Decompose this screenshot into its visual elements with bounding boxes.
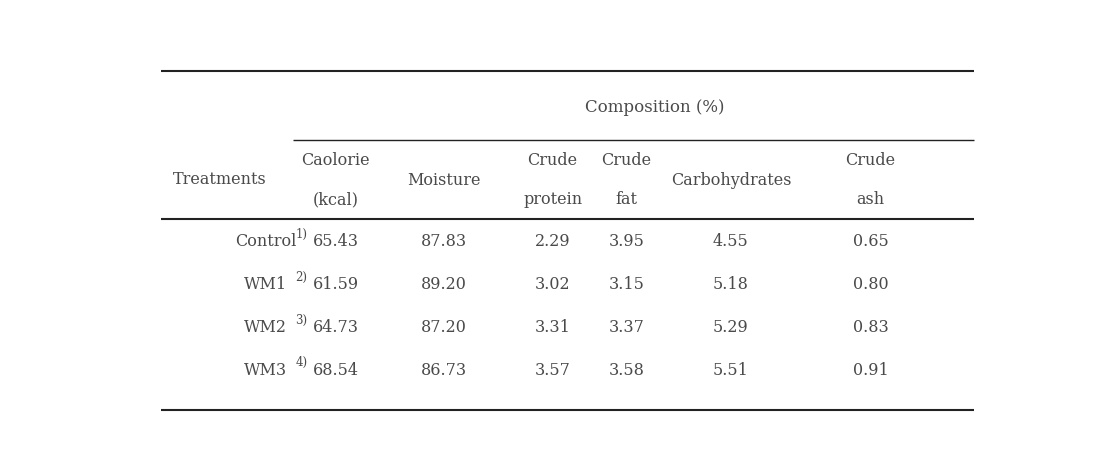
Text: 0.83: 0.83 [852,319,889,336]
Text: 5.29: 5.29 [713,319,749,336]
Text: 3): 3) [296,314,307,326]
Text: 61.59: 61.59 [312,276,359,293]
Text: 0.91: 0.91 [852,362,889,379]
Text: Control: Control [235,233,297,250]
Text: 68.54: 68.54 [312,362,359,379]
Text: 1): 1) [296,228,307,241]
Text: WM1: WM1 [244,276,287,293]
Text: 3.58: 3.58 [608,362,645,379]
Text: 86.73: 86.73 [421,362,467,379]
Text: 5.51: 5.51 [713,362,749,379]
Text: WM3: WM3 [244,362,287,379]
Text: 3.37: 3.37 [608,319,645,336]
Text: 3.95: 3.95 [608,233,645,250]
Text: 4.55: 4.55 [713,233,749,250]
Text: fat: fat [615,191,637,208]
Text: Crude: Crude [846,152,895,170]
Text: WM2: WM2 [244,319,287,336]
Text: 2): 2) [296,271,307,284]
Text: 87.20: 87.20 [422,319,467,336]
Text: 3.15: 3.15 [608,276,645,293]
Text: 4): 4) [296,356,307,370]
Text: 0.65: 0.65 [852,233,889,250]
Text: 2.29: 2.29 [534,233,571,250]
Text: 64.73: 64.73 [312,319,359,336]
Text: 89.20: 89.20 [422,276,467,293]
Text: 5.18: 5.18 [713,276,749,293]
Text: Treatments: Treatments [173,171,267,188]
Text: 0.80: 0.80 [852,276,889,293]
Text: 87.83: 87.83 [421,233,467,250]
Text: 65.43: 65.43 [312,233,359,250]
Text: Crude: Crude [528,152,577,170]
Text: Crude: Crude [602,152,651,170]
Text: 3.02: 3.02 [534,276,571,293]
Text: Carbohydrates: Carbohydrates [670,171,792,189]
Text: Caolorie: Caolorie [301,152,370,170]
Text: (kcal): (kcal) [312,191,359,208]
Text: 3.57: 3.57 [534,362,571,379]
Text: Composition (%): Composition (%) [585,98,724,115]
Text: ash: ash [857,191,884,208]
Text: 3.31: 3.31 [534,319,571,336]
Text: protein: protein [523,191,582,208]
Text: Moisture: Moisture [407,171,481,189]
